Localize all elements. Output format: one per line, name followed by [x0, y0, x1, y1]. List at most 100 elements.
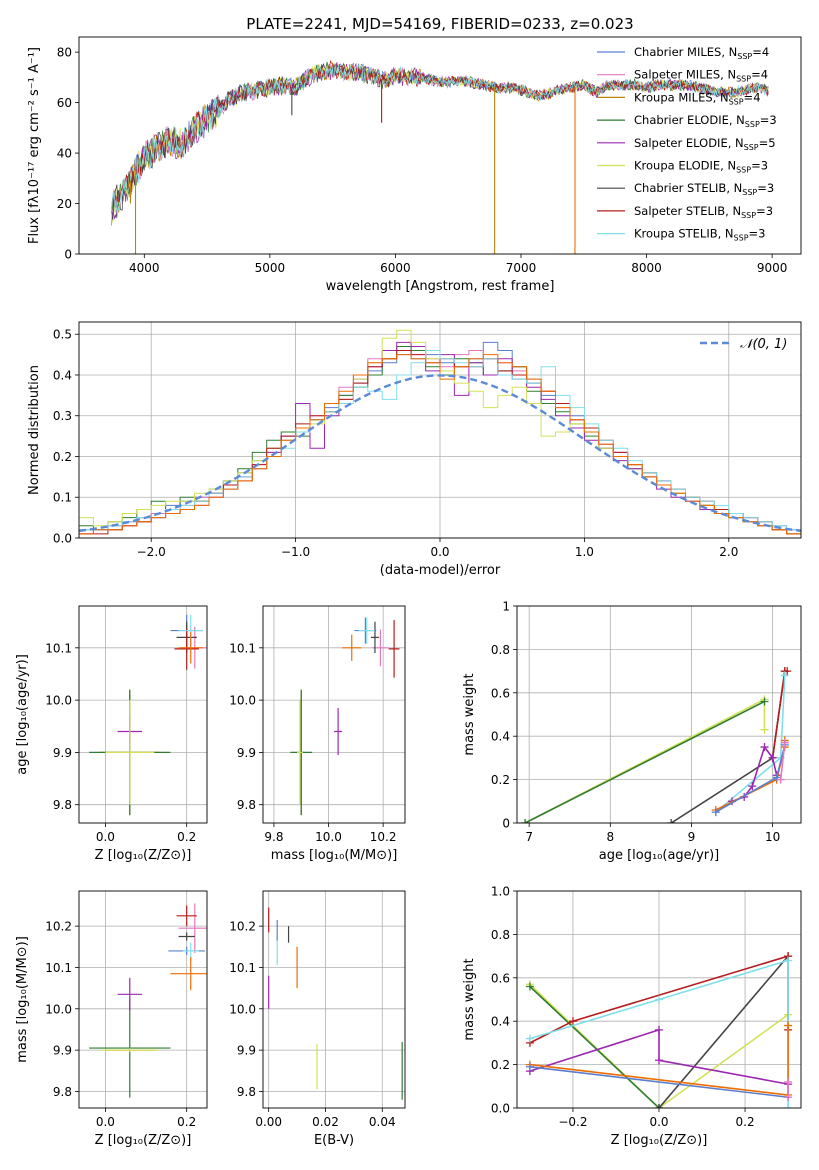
- x-tick-label: 10: [765, 830, 780, 844]
- figure-title: PLATE=2241, MJD=54169, FIBERID=0233, z=0…: [246, 15, 633, 33]
- mass-weight-line: [779, 742, 786, 780]
- x-tick-label: 6000: [380, 261, 411, 275]
- mass-weight-marker: [784, 1021, 793, 1030]
- legend-nssp: 5: [768, 136, 775, 150]
- x-axis-label: age [log₁₀(age/yr)]: [599, 848, 720, 863]
- y-tick-label: 10.0: [45, 694, 72, 708]
- mass-weight-marker: [525, 1034, 534, 1043]
- legend-entry: Salpeter STELIB, NSSP=3: [634, 204, 773, 220]
- y-tick-label: 0.0: [491, 1102, 510, 1116]
- plot-area-mass-vs-Z: [89, 903, 207, 1098]
- mass-weight-marker: [784, 1093, 793, 1102]
- mass-weight-line: [529, 1066, 789, 1098]
- y-tick-label: 0.4: [53, 368, 72, 382]
- y-tick-label: 9.9: [53, 1044, 72, 1058]
- panel-mass-vs-Z: 0.0 0.2 9.8 9.9 10.0 10.1 10.2 Z [log₁₀(Z/Z⊙)] m…: [15, 890, 208, 1148]
- legend-series-name: Kroupa STELIB: [634, 227, 718, 241]
- mass-weight-marker: [760, 725, 769, 734]
- y-tick-label: 20: [57, 197, 72, 211]
- legend-series-name: Chabrier ELODIE: [634, 113, 729, 127]
- x-tick-label: 4000: [129, 261, 160, 275]
- legend-entry: Kroupa ELODIE, NSSP=3: [634, 159, 768, 175]
- axes-frame: [262, 605, 406, 824]
- panel-residual-hist: −2.0 −1.0 0.0 1.0 2.0 0.0 0.1 0.2 0.3 0.4 0.5 (data…: [27, 321, 802, 578]
- panel-age-vs-Z: 0.0 0.2 9.8 9.9 10.0 10.1 Z [log₁₀(Z/Z⊙)] age […: [15, 605, 208, 863]
- plot-area-residual-hist: [79, 329, 801, 538]
- mass-weight-line: [715, 744, 786, 813]
- x-tick-label: −2.0: [137, 545, 166, 559]
- y-tick-label: 0.4: [491, 730, 510, 744]
- legend-series-name: Salpeter MILES: [634, 68, 720, 82]
- mass-weight-line: [529, 1028, 789, 1085]
- plot-area-age-vs-Z: [89, 614, 207, 816]
- y-tick-label: 0.6: [491, 686, 510, 700]
- y-tick-label: 1.0: [491, 885, 510, 899]
- y-tick-label: 0: [502, 817, 510, 831]
- y-tick-label: 60: [57, 96, 72, 110]
- legend-series-name: Chabrier STELIB: [634, 181, 726, 195]
- y-axis-label: age [log₁₀(age/yr)]: [15, 654, 30, 775]
- y-tick-label: 0.8: [491, 643, 510, 657]
- x-tick-label: 0.0: [96, 830, 115, 844]
- panel-massweight-vs-age: 7 8 9 10 0 0.2 0.4 0.6 0.8 1 age [log₁₀(age/yr)] ma…: [462, 600, 802, 863]
- legend-series-name: Salpeter ELODIE: [634, 136, 728, 150]
- mass-weight-marker: [772, 773, 781, 782]
- x-axis-label: Z [log₁₀(Z/Z⊙)]: [95, 1133, 192, 1148]
- x-tick-label: 0.0: [649, 1115, 668, 1129]
- mass-weight-marker: [780, 671, 789, 680]
- x-tick-label: 2.0: [719, 545, 738, 559]
- spectrum-line: [111, 64, 769, 214]
- y-tick-label: 9.8: [237, 798, 256, 812]
- y-tick-label: 0.2: [491, 773, 510, 787]
- mass-weight-marker: [783, 667, 792, 676]
- x-tick-label: 0.2: [177, 1115, 196, 1129]
- legend-entry: Chabrier STELIB, NSSP=3: [634, 181, 774, 197]
- histogram-series: [79, 354, 801, 538]
- legend-entry: Chabrier ELODIE, NSSP=3: [634, 113, 777, 129]
- y-tick-label: 1: [502, 600, 510, 614]
- x-tick-label: 0.2: [177, 830, 196, 844]
- legend-nssp: 4: [762, 45, 769, 59]
- y-tick-label: 10.2: [229, 920, 256, 934]
- y-tick-label: 0.5: [53, 328, 72, 342]
- x-tick-label: 8: [606, 830, 614, 844]
- mass-weight-marker: [780, 738, 789, 747]
- y-tick-label: 10.1: [45, 961, 72, 975]
- mass-weight-marker: [655, 1104, 663, 1108]
- x-tick-label: 9.8: [264, 830, 283, 844]
- mass-weight-marker: [776, 775, 785, 784]
- y-axis-label: Normed distribution: [27, 365, 42, 495]
- mass-weight-marker: [667, 819, 676, 823]
- y-tick-label: 9.9: [237, 746, 256, 760]
- y-tick-label: 0.3: [53, 409, 72, 423]
- y-tick-label: 10.1: [229, 641, 256, 655]
- panel-massweight-vs-Z: −0.2 0.0 0.2 0.0 0.2 0.4 0.6 0.8 1.0 Z [log₁₀(Z/Z…: [462, 885, 802, 1148]
- mass-weight-marker: [784, 1077, 793, 1086]
- x-tick-label: 10.2: [370, 830, 397, 844]
- y-axis-label: mass weight: [462, 958, 477, 1040]
- legend-nssp: 3: [761, 159, 768, 173]
- y-tick-label: 10.1: [229, 961, 256, 975]
- y-tick-label: 0.8: [491, 928, 510, 942]
- y-tick-label: 9.8: [53, 1085, 72, 1099]
- mass-weight-marker: [525, 982, 534, 991]
- legend-series-name: Salpeter STELIB: [634, 204, 725, 218]
- mass-weight-marker: [768, 753, 777, 762]
- mass-weight-marker: [760, 743, 769, 752]
- plot-area-mass-vs-ebv: [268, 907, 403, 1100]
- axes-frame: [516, 605, 802, 824]
- legend-nssp: 3: [769, 113, 776, 127]
- x-tick-label: 10.0: [315, 830, 342, 844]
- x-tick-label: 9: [688, 830, 696, 844]
- x-axis-label: Z [log₁₀(Z/Z⊙)]: [611, 1133, 708, 1148]
- y-tick-label: 0: [64, 248, 72, 262]
- legend-series-name: Kroupa MILES: [634, 90, 713, 104]
- x-tick-label: 0.2: [736, 1115, 755, 1129]
- y-tick-label: 40: [57, 147, 72, 161]
- gaussian-curve: [79, 374, 801, 533]
- axes-frame: [78, 890, 208, 1109]
- x-tick-label: 7000: [506, 261, 537, 275]
- x-axis-label: Z [log₁₀(Z/Z⊙)]: [95, 848, 192, 863]
- y-tick-label: 10.1: [45, 641, 72, 655]
